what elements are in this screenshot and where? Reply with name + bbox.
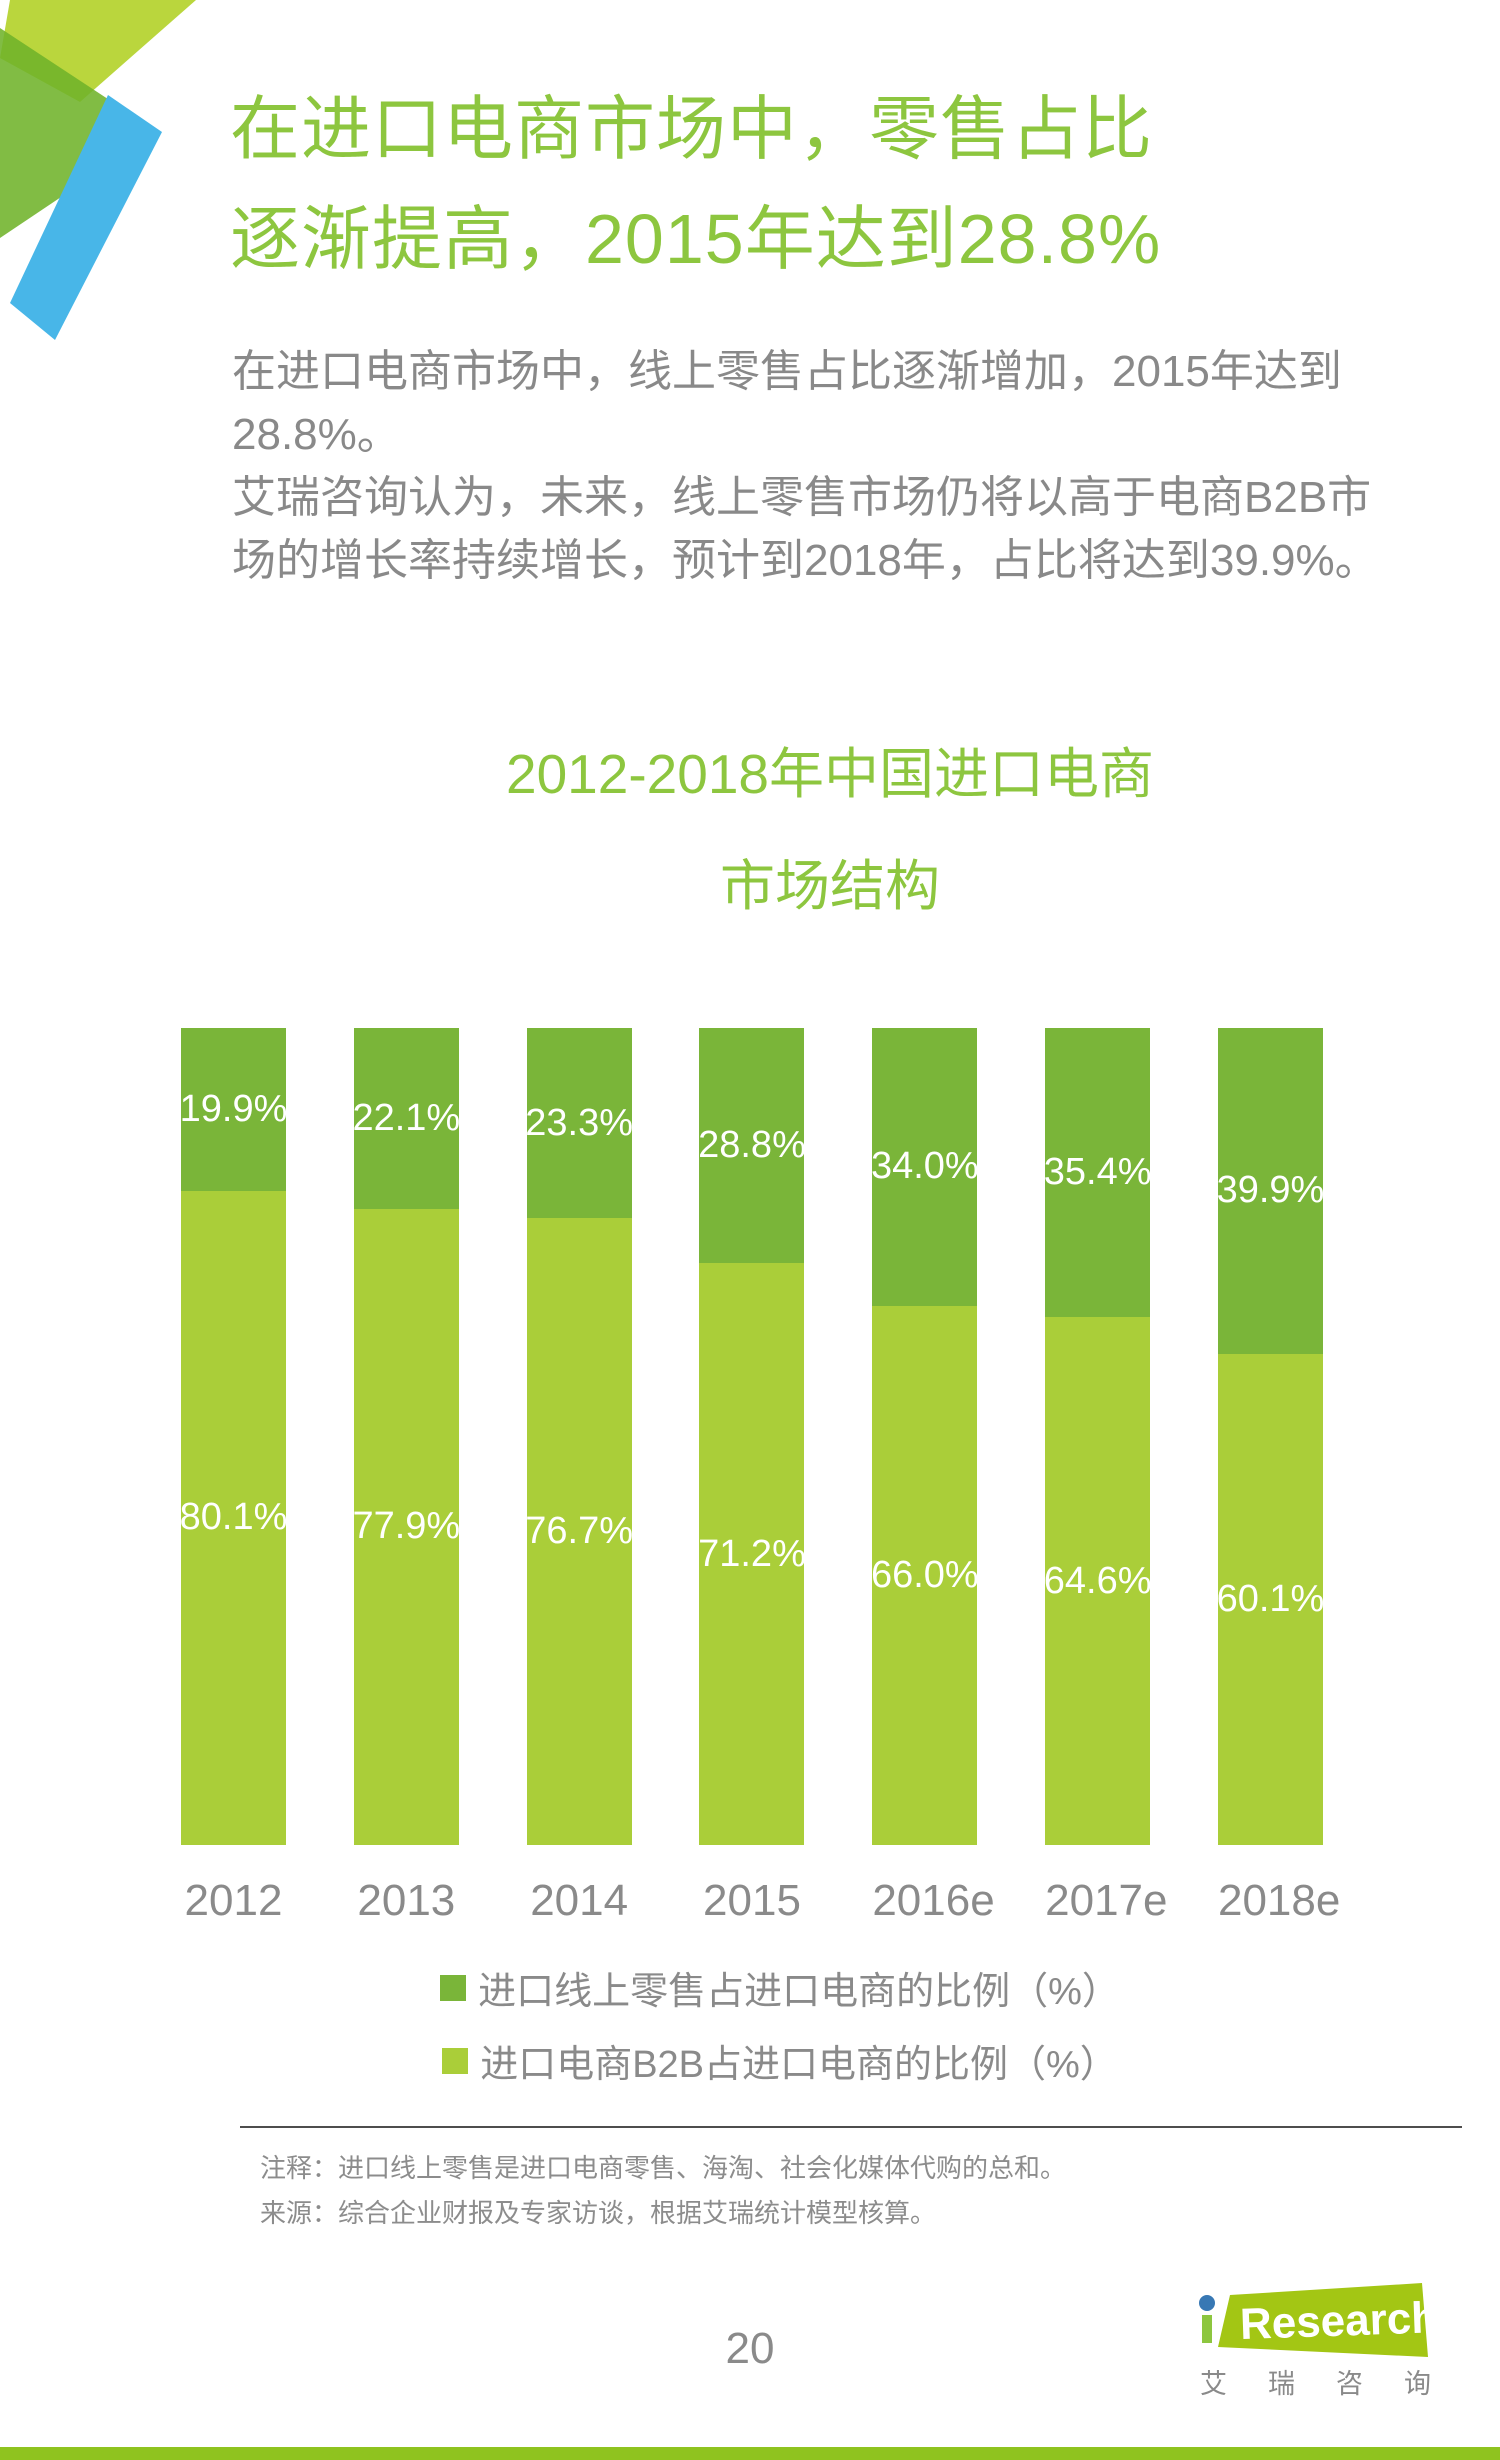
stacked-bar-2013: 22.1% 77.9%	[352, 1028, 461, 1845]
footnote-source: 来源：综合企业财报及专家访谈，根据艾瑞统计模型核算。	[260, 2198, 937, 2228]
x-axis-label-2017e: 2017e	[1045, 1876, 1168, 1925]
bar-value-label: 19.9%	[179, 1087, 288, 1130]
stacked-bar-2017e: 35.4% 64.6%	[1043, 1028, 1152, 1845]
bar-segment: 23.3%	[525, 1028, 634, 1219]
bar-segment: 76.7%	[525, 1218, 634, 1845]
logo-i-dot-icon	[1199, 2295, 1215, 2311]
chart-title: 2012-2018年中国进口电商 市场结构	[300, 718, 1360, 942]
legend-swatch-icon	[442, 2047, 469, 2074]
bar-segment: 60.1%	[1216, 1353, 1325, 1845]
page-title: 在进口电商市场中，零售占比 逐渐提高，2015年达到28.8%	[230, 74, 1410, 294]
page-number: 20	[725, 2324, 775, 2373]
intro-paragraph-1: 在进口电商市场中，线上零售占比逐渐增加，2015年达到28.8%。	[232, 347, 1342, 459]
legend-label: 进口线上零售占进口电商的比例（%）	[478, 1971, 1120, 2013]
bar-value-label: 77.9%	[352, 1505, 461, 1548]
chart-title-line2: 市场结构	[719, 855, 940, 917]
page-title-line2: 逐渐提高，2015年达到28.8%	[230, 200, 1162, 278]
corner-decoration-shapes	[0, 0, 196, 340]
stacked-bar-2018e: 39.9% 60.1%	[1216, 1028, 1325, 1845]
bar-segment: 80.1%	[179, 1190, 288, 1845]
bar-segment: 64.6%	[1043, 1317, 1152, 1845]
chart-title-line1: 2012-2018年中国进口电商	[505, 743, 1155, 805]
bar-value-label: 60.1%	[1216, 1577, 1325, 1620]
logo-subtext: 艾瑞咨询	[1200, 2369, 1472, 2399]
bar-segment: 19.9%	[179, 1028, 288, 1191]
bar-segment: 39.9%	[1216, 1028, 1325, 1354]
x-axis-label-2018e: 2018e	[1217, 1876, 1341, 1925]
bar-segment: 71.2%	[698, 1263, 806, 1845]
footnote-note: 注释：进口线上零售是进口电商零售、海淘、社会化媒体代购的总和。	[260, 2153, 1067, 2183]
iresearch-logo: Research	[1199, 2283, 1439, 2357]
x-axis-label-2015: 2015	[703, 1876, 801, 1925]
logo-banner-shape	[1218, 2283, 1428, 2357]
bar-chart: 19.9% 80.1% 22.1% 77.9% 23.3% 76.7% 28.8% 71.2%…	[179, 1028, 1325, 1845]
deco-blue-stripe	[10, 95, 162, 340]
x-axis-labels: 2012 2013 2014 2015 2016e 2017e 2018e	[181, 1876, 1341, 1926]
bar-value-label: 22.1%	[352, 1096, 461, 1139]
bar-value-label: 35.4%	[1043, 1151, 1152, 1194]
bar-segment: 34.0%	[870, 1028, 979, 1306]
bar-segment: 66.0%	[870, 1305, 979, 1845]
footnote: 注释：进口线上零售是进口电商零售、海淘、社会化媒体代购的总和。 来源：综合企业财…	[260, 2146, 1410, 2236]
intro-text: 在进口电商市场中，线上零售占比逐渐增加，2015年达到28.8%。 艾瑞咨询认为…	[232, 340, 1407, 592]
x-axis-label-2013: 2013	[357, 1876, 456, 1925]
stacked-bar-2014: 23.3% 76.7%	[525, 1028, 634, 1845]
bar-segment: 22.1%	[352, 1028, 461, 1209]
deco-green-triangle	[0, 28, 158, 238]
x-axis-label-2014: 2014	[530, 1876, 629, 1925]
legend-label: 进口电商B2B占进口电商的比例（%）	[480, 2044, 1118, 2086]
bar-value-label: 80.1%	[179, 1496, 288, 1539]
legend-swatch-icon	[440, 1974, 467, 2001]
bar-value-label: 76.7%	[525, 1510, 634, 1553]
bar-value-label: 23.3%	[525, 1101, 634, 1144]
bar-segment: 77.9%	[352, 1208, 461, 1845]
stacked-bar-2016e: 34.0% 66.0%	[870, 1028, 979, 1845]
page-title-line1: 在进口电商市场中，零售占比	[230, 90, 1153, 168]
bar-value-label: 64.6%	[1043, 1559, 1152, 1602]
bar-value-label: 28.8%	[698, 1124, 806, 1167]
bar-value-label: 66.0%	[870, 1553, 979, 1596]
bar-value-label: 34.0%	[870, 1145, 979, 1188]
bar-value-label: 71.2%	[698, 1532, 806, 1575]
chart-legend: 进口线上零售占进口电商的比例（%） 进口电商B2B占进口电商的比例（%）	[250, 1960, 1310, 2088]
footnote-divider	[240, 2126, 1462, 2128]
intro-paragraph-2: 艾瑞咨询认为，未来，线上零售市场仍将以高于电商B2B市场的增长率持续增长，预计到…	[232, 473, 1379, 585]
logo-research-text: Research	[1239, 2293, 1439, 2349]
legend-item: 进口电商B2B占进口电商的比例（%）	[442, 2033, 1118, 2088]
footer-green-bar	[0, 2447, 1500, 2460]
x-axis-label-2016e: 2016e	[872, 1876, 995, 1925]
x-axis-label-2012: 2012	[184, 1876, 283, 1925]
bar-value-label: 39.9%	[1216, 1169, 1325, 1212]
stacked-bar-2015: 28.8% 71.2%	[698, 1028, 806, 1845]
logo-i-stem-icon	[1202, 2315, 1212, 2343]
bar-segment: 28.8%	[698, 1028, 806, 1264]
legend-item: 进口线上零售占进口电商的比例（%）	[440, 1960, 1120, 2015]
bar-segment: 35.4%	[1043, 1028, 1152, 1318]
stacked-bar-2012: 19.9% 80.1%	[179, 1028, 288, 1845]
